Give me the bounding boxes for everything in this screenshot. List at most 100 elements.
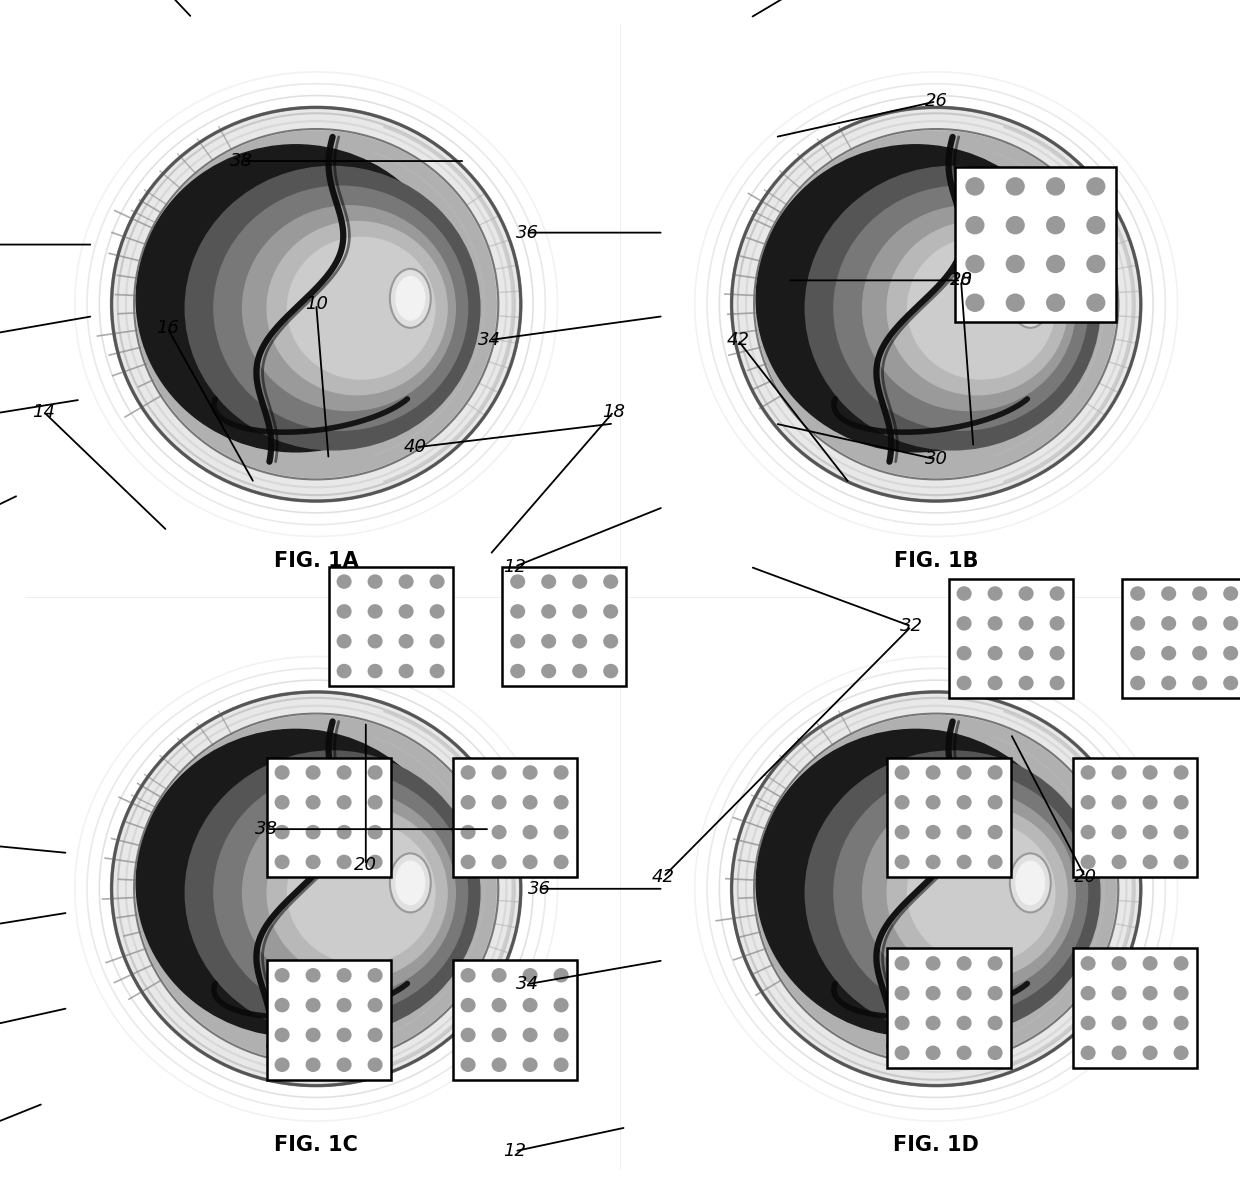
Circle shape — [1019, 647, 1033, 660]
Circle shape — [1143, 987, 1157, 1000]
Circle shape — [1193, 647, 1207, 660]
Circle shape — [275, 1028, 289, 1041]
Circle shape — [1112, 957, 1126, 970]
Circle shape — [1007, 178, 1024, 194]
Circle shape — [492, 766, 506, 779]
Circle shape — [1081, 855, 1095, 869]
Circle shape — [957, 957, 971, 970]
Circle shape — [523, 1058, 537, 1071]
Circle shape — [112, 692, 521, 1086]
Circle shape — [1019, 587, 1033, 600]
Bar — [1073, 758, 1197, 877]
Circle shape — [275, 969, 289, 982]
Circle shape — [604, 605, 618, 618]
Circle shape — [337, 796, 351, 809]
Circle shape — [1007, 217, 1024, 234]
Circle shape — [1112, 796, 1126, 809]
Ellipse shape — [389, 268, 430, 328]
Circle shape — [1081, 766, 1095, 779]
Bar — [1073, 948, 1197, 1068]
Circle shape — [461, 999, 475, 1012]
Circle shape — [1112, 987, 1126, 1000]
Circle shape — [492, 999, 506, 1012]
Circle shape — [523, 969, 537, 982]
Circle shape — [185, 166, 480, 450]
Circle shape — [957, 647, 971, 660]
Circle shape — [926, 1046, 940, 1059]
Circle shape — [756, 729, 1075, 1037]
Circle shape — [523, 999, 537, 1012]
Text: 12: 12 — [503, 557, 526, 576]
Circle shape — [492, 796, 506, 809]
Circle shape — [1143, 766, 1157, 779]
Circle shape — [399, 665, 413, 678]
Circle shape — [1131, 587, 1145, 600]
Circle shape — [1112, 855, 1126, 869]
Circle shape — [368, 826, 382, 839]
Circle shape — [492, 855, 506, 869]
Circle shape — [554, 796, 568, 809]
Bar — [329, 567, 453, 686]
Circle shape — [337, 1058, 351, 1071]
Circle shape — [523, 855, 537, 869]
Circle shape — [1047, 295, 1064, 311]
Circle shape — [554, 826, 568, 839]
Circle shape — [136, 716, 496, 1062]
Circle shape — [1174, 1046, 1188, 1059]
Circle shape — [275, 855, 289, 869]
Circle shape — [1050, 676, 1064, 690]
Text: 36: 36 — [528, 879, 551, 898]
Circle shape — [835, 186, 1087, 431]
Ellipse shape — [1009, 268, 1050, 328]
Circle shape — [275, 1058, 289, 1071]
Circle shape — [926, 826, 940, 839]
Text: 26: 26 — [925, 92, 947, 111]
Circle shape — [1047, 255, 1064, 272]
Circle shape — [1050, 647, 1064, 660]
Circle shape — [966, 178, 983, 194]
Circle shape — [1193, 617, 1207, 630]
Circle shape — [368, 766, 382, 779]
Circle shape — [988, 826, 1002, 839]
Circle shape — [523, 826, 537, 839]
Circle shape — [399, 575, 413, 588]
Circle shape — [185, 752, 480, 1034]
Ellipse shape — [1009, 853, 1050, 913]
Circle shape — [926, 766, 940, 779]
Circle shape — [1087, 255, 1105, 272]
Circle shape — [1174, 826, 1188, 839]
Text: 10: 10 — [950, 271, 972, 290]
Circle shape — [1174, 957, 1188, 970]
Circle shape — [957, 1046, 971, 1059]
Text: FIG. 1A: FIG. 1A — [274, 551, 358, 570]
Circle shape — [267, 222, 448, 395]
Circle shape — [1174, 1016, 1188, 1030]
Circle shape — [1047, 178, 1064, 194]
Circle shape — [957, 617, 971, 630]
Circle shape — [863, 791, 1075, 995]
Circle shape — [337, 999, 351, 1012]
Circle shape — [430, 635, 444, 648]
Circle shape — [243, 205, 455, 410]
Circle shape — [732, 107, 1141, 501]
Ellipse shape — [1016, 277, 1044, 320]
Ellipse shape — [396, 861, 424, 904]
Text: 28: 28 — [950, 271, 972, 290]
Circle shape — [136, 144, 455, 452]
Circle shape — [957, 766, 971, 779]
Circle shape — [554, 1058, 568, 1071]
Circle shape — [288, 237, 435, 379]
Text: FIG. 1D: FIG. 1D — [893, 1136, 980, 1155]
Circle shape — [1143, 796, 1157, 809]
Text: 12: 12 — [503, 1142, 526, 1161]
Circle shape — [957, 987, 971, 1000]
Text: 34: 34 — [516, 975, 538, 994]
Bar — [887, 758, 1011, 877]
Circle shape — [306, 766, 320, 779]
Text: 34: 34 — [479, 330, 501, 350]
Circle shape — [926, 855, 940, 869]
Ellipse shape — [1016, 861, 1044, 904]
Text: 20: 20 — [1074, 867, 1096, 886]
Circle shape — [1143, 826, 1157, 839]
Circle shape — [966, 217, 983, 234]
